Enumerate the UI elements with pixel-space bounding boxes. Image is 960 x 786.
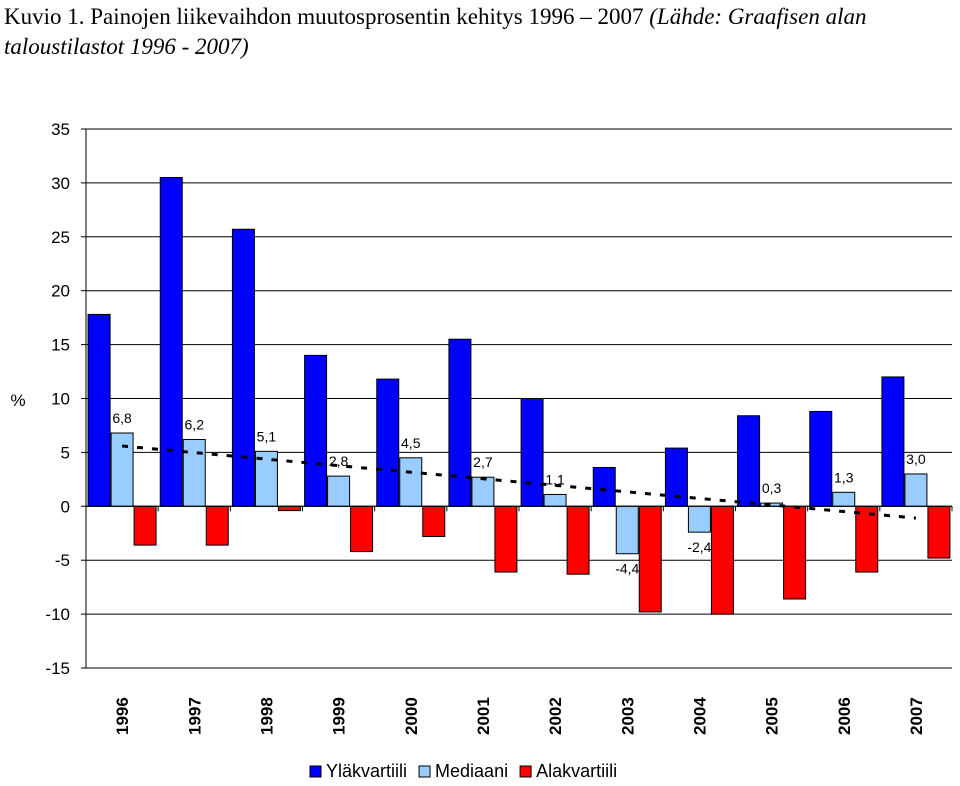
data-label: -4,4 bbox=[615, 561, 639, 577]
data-label: 2,7 bbox=[473, 454, 493, 470]
y-axis-label: % bbox=[10, 391, 25, 410]
data-label: 6,2 bbox=[185, 416, 205, 432]
bar bbox=[904, 473, 928, 507]
title-source: (Lähde: Graafisen alan taloustilastot 19… bbox=[4, 4, 867, 59]
data-labels: 6,8 6,2 5,1 2,8 4,5 2,7 1,1 -4,4 -2,4 0,3 1,3 3,0 bbox=[112, 410, 926, 577]
legend-swatch bbox=[309, 765, 322, 778]
legend-swatch bbox=[519, 765, 532, 778]
x-tick-label: 2003 bbox=[618, 697, 637, 735]
bar bbox=[783, 505, 807, 600]
bar bbox=[520, 398, 544, 507]
bar bbox=[855, 505, 879, 573]
data-label: 3,0 bbox=[906, 451, 926, 467]
bar bbox=[327, 475, 351, 507]
bar bbox=[566, 505, 590, 575]
bar bbox=[231, 228, 255, 507]
bar bbox=[615, 505, 639, 555]
bar bbox=[543, 493, 567, 507]
bar bbox=[687, 505, 711, 533]
x-tick-label: 2001 bbox=[474, 697, 493, 735]
y-tick-label: 15 bbox=[51, 336, 70, 355]
bar bbox=[182, 438, 206, 507]
bars bbox=[87, 177, 951, 615]
bar bbox=[448, 338, 472, 507]
data-label: 0,3 bbox=[762, 480, 782, 496]
bar bbox=[376, 378, 400, 507]
x-tick-label: 2006 bbox=[835, 697, 854, 735]
bar bbox=[494, 505, 518, 573]
x-tick-label: 1996 bbox=[113, 697, 132, 735]
bar bbox=[350, 505, 374, 553]
bar bbox=[87, 313, 111, 507]
x-tick-label: 2007 bbox=[907, 697, 926, 735]
bar bbox=[809, 410, 833, 507]
x-tick-label: 1997 bbox=[185, 697, 204, 735]
bar bbox=[110, 432, 134, 507]
data-label: 1,1 bbox=[545, 471, 565, 487]
y-tick-label: 30 bbox=[51, 174, 70, 193]
bar bbox=[159, 177, 183, 507]
y-tick-label: 35 bbox=[51, 120, 70, 139]
title-main: Kuvio 1. Painojen liikevaihdon muutospro… bbox=[4, 4, 644, 29]
y-tick-label: 5 bbox=[61, 443, 70, 462]
x-tick-label: 2005 bbox=[763, 697, 782, 735]
x-tick-label: 1999 bbox=[330, 697, 349, 735]
legend-label: Yläkvartiili bbox=[326, 761, 407, 781]
legend-label: Alakvartiili bbox=[536, 761, 617, 781]
bar bbox=[205, 505, 229, 546]
data-label: 1,3 bbox=[834, 469, 854, 485]
data-label: -2,4 bbox=[687, 539, 711, 555]
y-tick-label: 0 bbox=[61, 497, 70, 516]
x-tick-label: 2004 bbox=[690, 697, 709, 735]
legend: Yläkvartiili Mediaani Alakvartiili bbox=[309, 761, 617, 781]
gridlines bbox=[86, 128, 952, 669]
x-tick-label: 2002 bbox=[546, 697, 565, 735]
chart-title: Kuvio 1. Painojen liikevaihdon muutospro… bbox=[4, 2, 960, 62]
x-tick-label: 2000 bbox=[402, 697, 421, 735]
y-tick-label: 20 bbox=[51, 282, 70, 301]
bar bbox=[881, 376, 905, 507]
bar bbox=[304, 354, 328, 507]
y-tick-label: 10 bbox=[51, 390, 70, 409]
y-tick-label: -10 bbox=[45, 605, 70, 624]
bar bbox=[471, 476, 495, 507]
axes: 35 30 25 20 15 10 5 0 -5 -10 -15 1996 1997 1998 1999 20… bbox=[45, 120, 953, 735]
legend-label: Mediaani bbox=[435, 761, 508, 781]
y-tick-label: -5 bbox=[55, 551, 70, 570]
bar bbox=[832, 491, 856, 507]
bar bbox=[737, 415, 761, 507]
bar bbox=[399, 457, 423, 507]
data-label: 5,1 bbox=[257, 428, 277, 444]
bar bbox=[638, 505, 662, 613]
y-tick-label: -15 bbox=[45, 659, 70, 678]
bar bbox=[710, 505, 734, 615]
legend-swatch bbox=[418, 765, 431, 778]
bar bbox=[927, 505, 951, 559]
bar bbox=[133, 505, 157, 546]
y-tick-label: 25 bbox=[51, 228, 70, 247]
bar bbox=[592, 466, 616, 507]
data-label: 6,8 bbox=[112, 410, 132, 426]
x-tick-label: 1998 bbox=[257, 697, 276, 735]
bar bbox=[422, 505, 446, 537]
data-label: 2,8 bbox=[329, 453, 349, 469]
bar bbox=[277, 505, 301, 512]
data-label: 4,5 bbox=[401, 435, 421, 451]
